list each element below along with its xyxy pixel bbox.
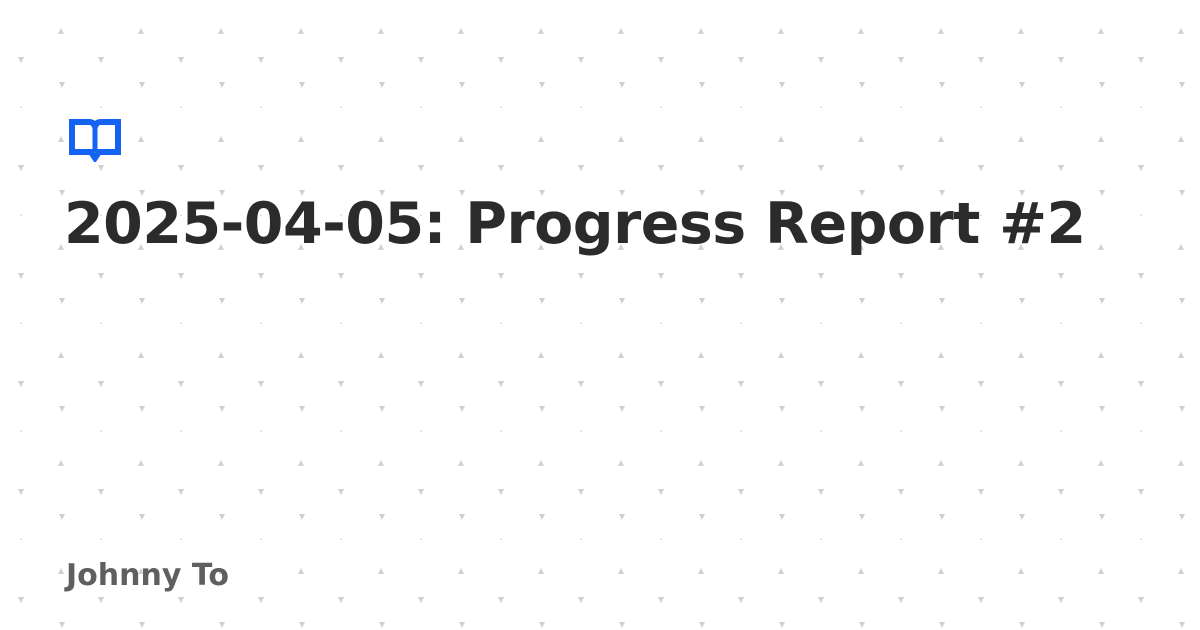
open-book-icon: [68, 118, 122, 162]
author-name: Johnny To: [66, 558, 229, 593]
page-title: 2025-04-05: Progress Report #2: [64, 191, 1086, 257]
